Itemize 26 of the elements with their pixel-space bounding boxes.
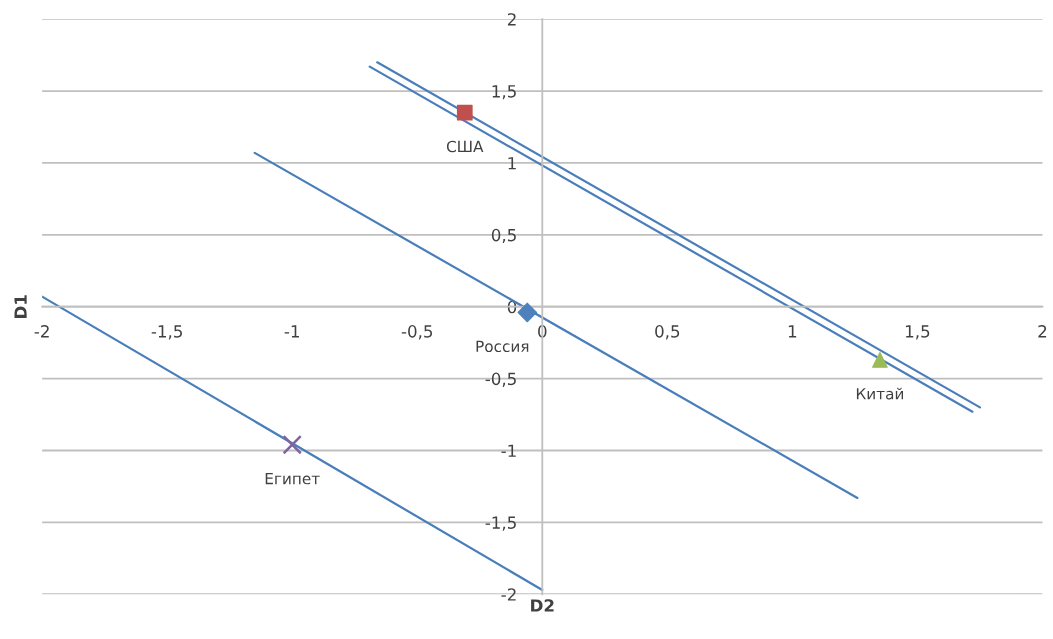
x-tick-label: 0,5 xyxy=(655,325,680,340)
series-label: Египет xyxy=(265,472,320,485)
x-tick-label: 1,5 xyxy=(906,325,930,340)
point xyxy=(456,104,473,121)
series-label: США xyxy=(446,140,484,153)
y-tick-label: 1,5 xyxy=(492,85,516,100)
point xyxy=(282,434,302,455)
series-label: Россия xyxy=(476,340,529,353)
x-tick-label: -0,5 xyxy=(401,325,433,340)
y-tick-label: -0,5 xyxy=(485,372,516,387)
y-tick-label: 2 xyxy=(507,13,516,26)
y-axis-title: D1 xyxy=(14,295,27,318)
x-axis-title: D2 xyxy=(531,599,554,612)
x-tick-label: -1,5 xyxy=(151,325,182,340)
point xyxy=(872,352,888,368)
x-tick-label: -1 xyxy=(284,325,299,338)
y-tick-label: -1 xyxy=(501,444,516,457)
series-label: Китай xyxy=(856,387,904,400)
x-tick-label: -2 xyxy=(34,325,49,338)
y-tick-label: 0,5 xyxy=(491,228,516,244)
x-tick-label: 2 xyxy=(1038,325,1047,338)
y-tick-label: -1,5 xyxy=(485,516,516,531)
y-tick-label: -2 xyxy=(501,588,516,601)
x-tick-label: 1 xyxy=(788,325,797,338)
point xyxy=(517,302,538,323)
y-tick-label: 1 xyxy=(508,157,516,170)
